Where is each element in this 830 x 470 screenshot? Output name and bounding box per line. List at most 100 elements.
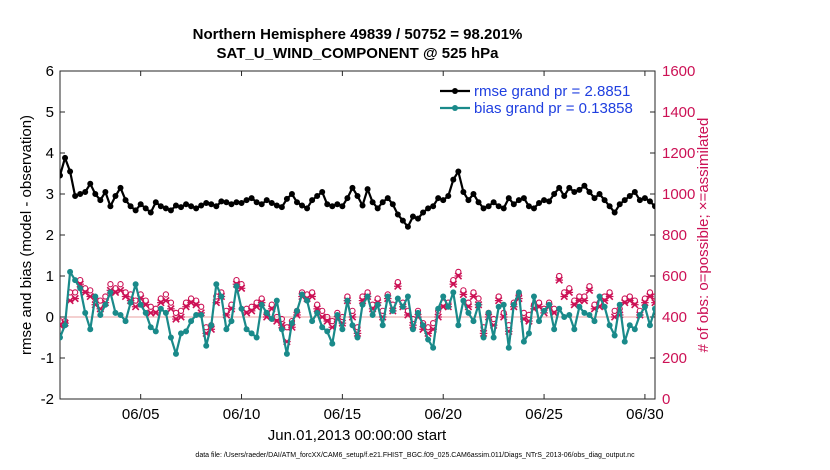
rmse-point — [778, 198, 783, 203]
bias-point — [208, 322, 215, 329]
y-axis-label-right: # of obs: o=possible; ×=assimilated — [695, 118, 712, 353]
obs-assimilated-stroke — [712, 308, 718, 314]
bias-point — [283, 350, 290, 357]
obs-assimilated-marker — [802, 287, 810, 293]
obs-assimilated-stroke — [768, 289, 774, 295]
obs-possible-marker — [253, 299, 260, 306]
bias-point — [571, 326, 578, 333]
obs-possible-marker — [329, 317, 336, 325]
obs-possible-marker — [495, 293, 502, 300]
bias-point — [409, 326, 416, 333]
rmse-point — [626, 193, 633, 200]
rmse-point — [112, 193, 119, 200]
obs-possible-marker — [814, 282, 819, 287]
obs-assimilated-stroke — [818, 302, 824, 308]
y-tick-label: -1 — [41, 350, 54, 367]
obs-assimilated-stroke — [778, 295, 784, 301]
obs-assimilated-stroke — [788, 330, 794, 336]
rmse-point — [636, 197, 643, 204]
obs-possible-marker — [688, 325, 693, 330]
obs-possible-marker — [794, 294, 799, 299]
obs-assimilated-stroke — [813, 285, 819, 291]
bias-point — [758, 347, 763, 352]
rmse-point — [500, 205, 507, 212]
rmse-point — [233, 199, 240, 206]
obs-assimilated-stroke — [758, 302, 764, 308]
rmse-point — [673, 218, 678, 223]
rmse-point — [228, 201, 235, 208]
obs-assimilated-marker — [813, 285, 821, 291]
bias-point — [203, 342, 210, 349]
obs-possible-marker — [581, 293, 588, 300]
obs-assimilated-marker — [787, 330, 795, 336]
bias-point — [784, 327, 789, 332]
obs-possible-marker — [319, 307, 326, 314]
rmse-point — [72, 193, 79, 200]
rmse-point — [445, 193, 452, 200]
bias-point — [87, 326, 94, 333]
obs-assimilated-stroke — [753, 308, 759, 314]
obs-assimilated-stroke — [798, 310, 804, 316]
rmse-point — [753, 191, 758, 196]
obs-assimilated-stroke — [743, 304, 749, 310]
rmse-point — [794, 208, 799, 213]
obs-assimilated-stroke — [758, 302, 764, 308]
rmse-point — [208, 201, 215, 208]
rmse-point — [586, 188, 593, 195]
legend-swatch-marker — [452, 105, 458, 111]
obs-possible-marker — [743, 300, 748, 305]
obs-assimilated-stroke — [823, 299, 829, 305]
y-tick-label-right: 1600 — [662, 63, 695, 80]
bias-point — [435, 305, 442, 312]
obs-assimilated-marker — [767, 289, 775, 295]
bias-point — [485, 309, 492, 316]
bias-point — [668, 329, 673, 334]
bias-point — [636, 311, 643, 318]
obs-possible-marker — [157, 295, 164, 302]
rmse-point — [339, 203, 346, 210]
rmse-point — [733, 191, 738, 196]
bias-point — [238, 305, 245, 312]
obs-possible-marker — [631, 297, 638, 304]
bias-point — [520, 338, 527, 345]
obs-assimilated-stroke — [743, 304, 749, 310]
obs-assimilated-stroke — [732, 295, 738, 301]
obs-assimilated-stroke — [793, 297, 799, 303]
obs-possible-marker — [132, 297, 139, 304]
rmse-point — [67, 168, 74, 175]
bias-point — [72, 277, 79, 284]
obs-possible-marker — [561, 289, 568, 296]
obs-possible-marker — [460, 287, 467, 294]
rmse-point — [520, 195, 527, 202]
rmse-point — [183, 201, 190, 208]
x-tick-label: 06/10 — [223, 406, 261, 423]
y-tick-label: -2 — [41, 391, 54, 408]
obs-possible-marker — [591, 301, 598, 308]
rmse-point — [188, 203, 195, 210]
bias-point — [127, 299, 134, 306]
bias-point — [243, 326, 250, 333]
obs-assimilated-stroke — [803, 287, 809, 293]
obs-possible-marker — [470, 289, 477, 296]
bias-point — [778, 366, 783, 371]
bias-point — [480, 334, 487, 341]
bias-point — [824, 290, 829, 295]
y-axis-label: rmse and bias (model - observation) — [18, 115, 35, 355]
bias-point — [455, 322, 462, 329]
bias-point — [515, 289, 522, 296]
rmse-point — [621, 197, 628, 204]
rmse-point — [92, 190, 99, 197]
rmse-point — [122, 197, 129, 204]
rmse-point — [415, 215, 422, 222]
obs-assimilated-stroke — [667, 291, 673, 297]
legend-swatch-marker — [452, 88, 458, 94]
bias-point — [258, 301, 265, 308]
obs-assimilated-stroke — [662, 293, 668, 299]
obs-possible-marker — [243, 305, 250, 312]
bias-point — [193, 311, 200, 318]
bias-point — [172, 350, 179, 357]
bias-point — [440, 293, 447, 300]
rmse-point — [172, 202, 179, 209]
rmse-point — [662, 214, 667, 219]
rmse-point — [324, 201, 331, 208]
